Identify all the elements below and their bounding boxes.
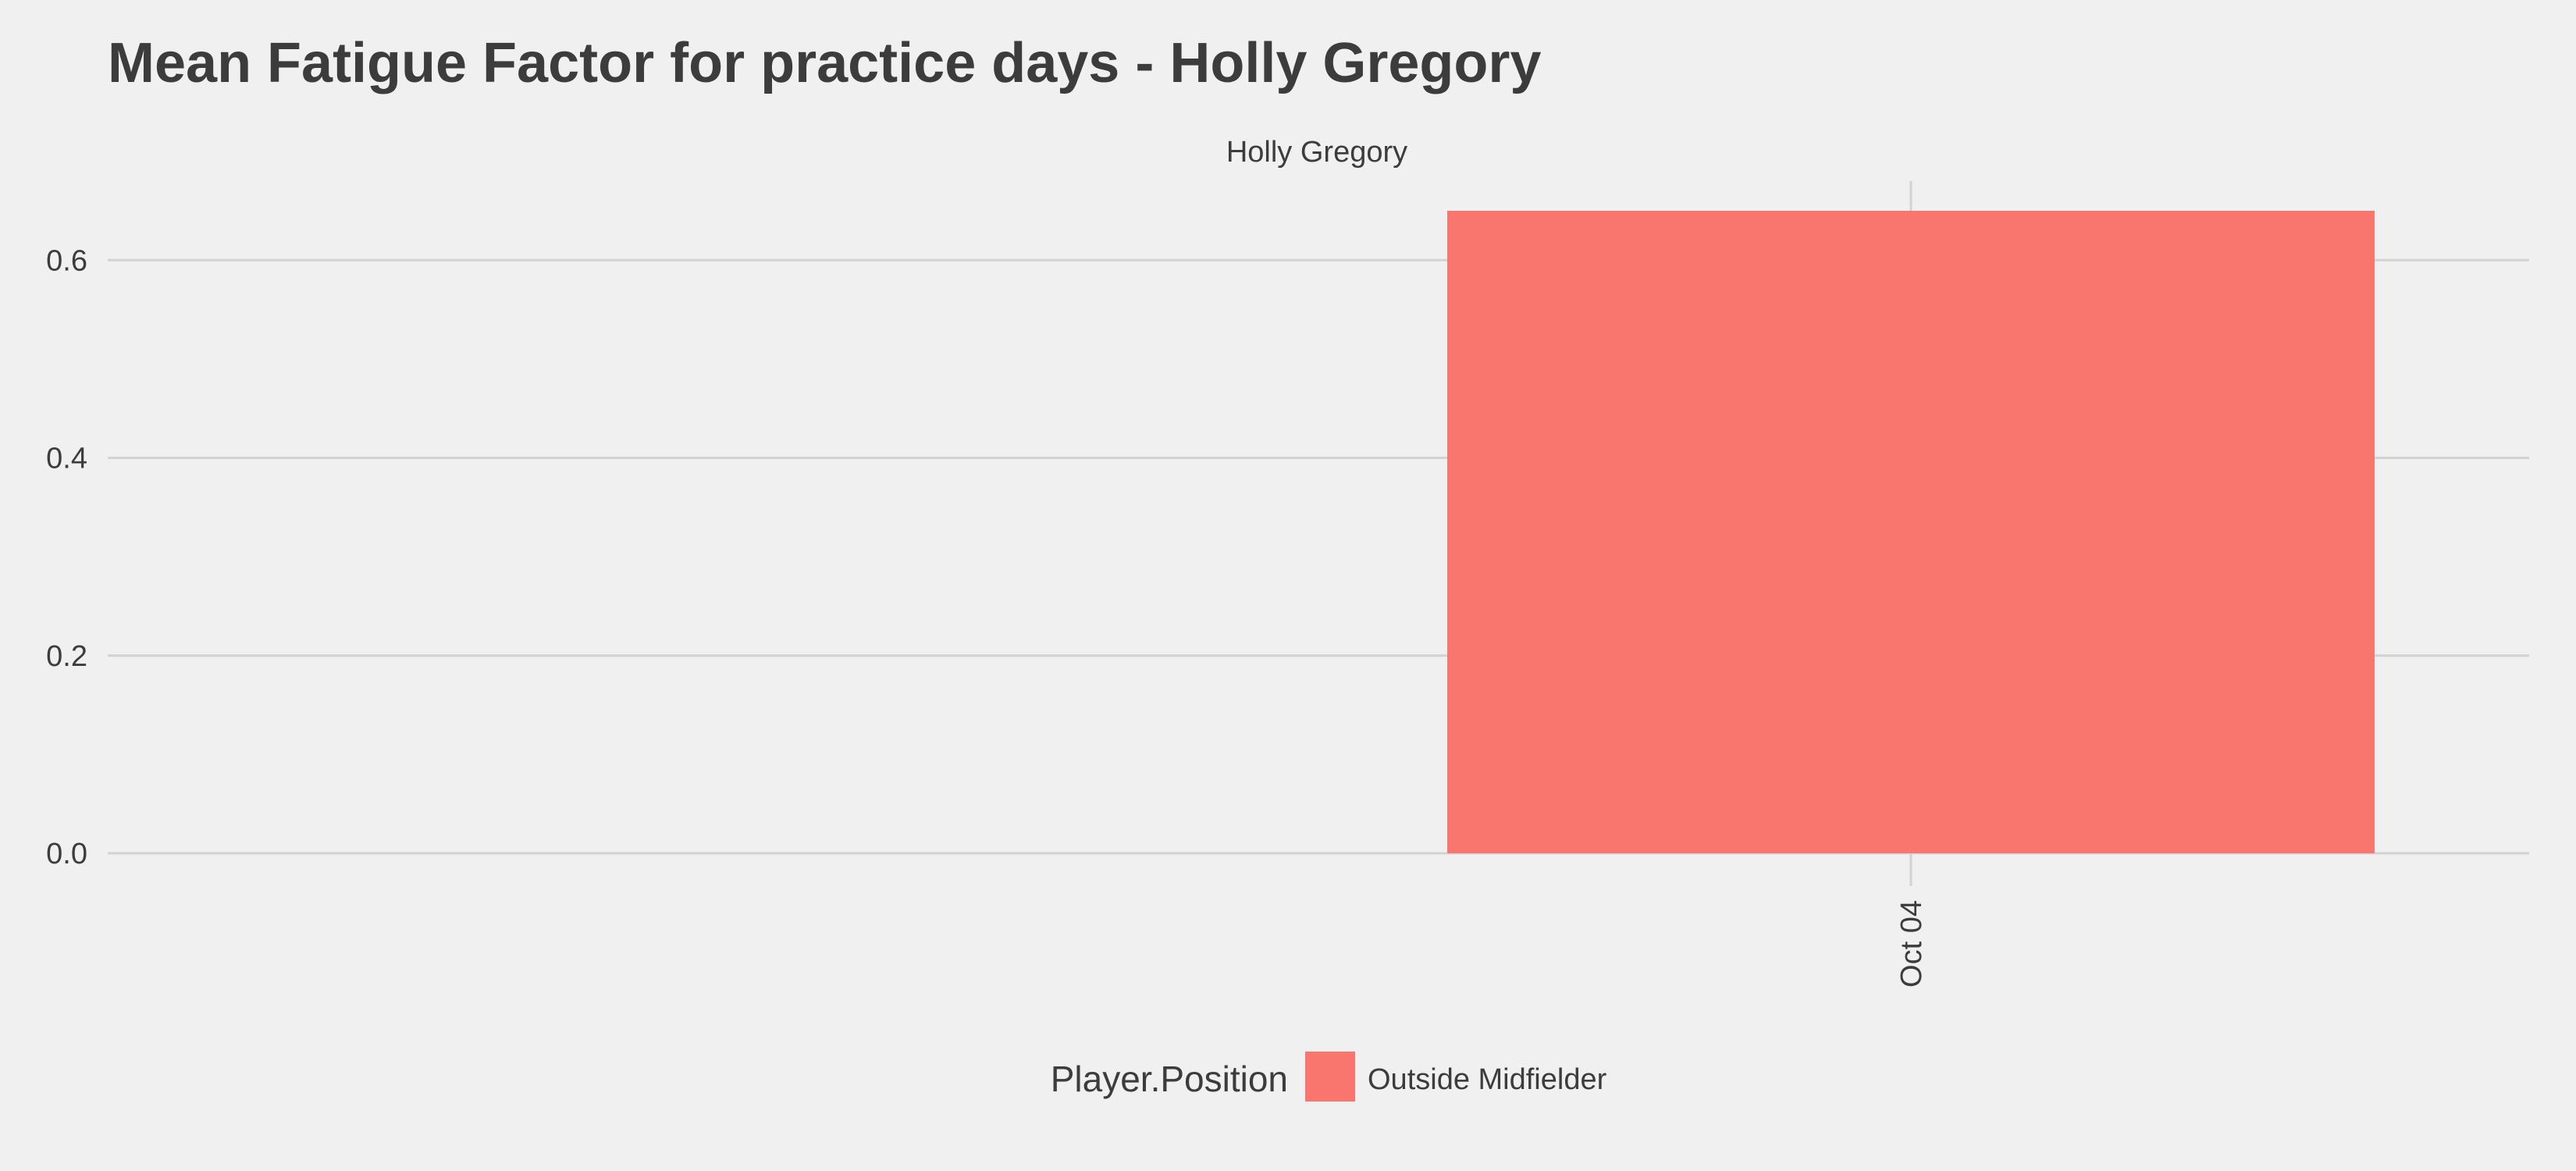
facet-label: Holly Gregory (1226, 136, 1407, 169)
y-tick-label: 0.6 (46, 244, 87, 277)
legend-swatch (1305, 1052, 1355, 1102)
y-tick-label: 0.4 (46, 443, 87, 475)
axis-layer: 0.0 0.2 0.4 0.6 Oct 04 (46, 244, 1928, 988)
legend-items: Outside Midfielder (1305, 1052, 1607, 1102)
y-tick-label: 0.2 (46, 640, 87, 673)
chart-title: Mean Fatigue Factor for practice days - … (108, 32, 1542, 94)
legend-item-label: Outside Midfielder (1368, 1063, 1607, 1096)
bar-layer (1447, 210, 2375, 853)
y-tick-label: 0.0 (46, 838, 87, 870)
x-tick-label: Oct 04 (1895, 900, 1928, 988)
legend: Player.Position Outside Midfielder (1051, 1052, 1607, 1102)
legend-title: Player.Position (1051, 1059, 1288, 1099)
bar-oct-04 (1447, 210, 2375, 853)
